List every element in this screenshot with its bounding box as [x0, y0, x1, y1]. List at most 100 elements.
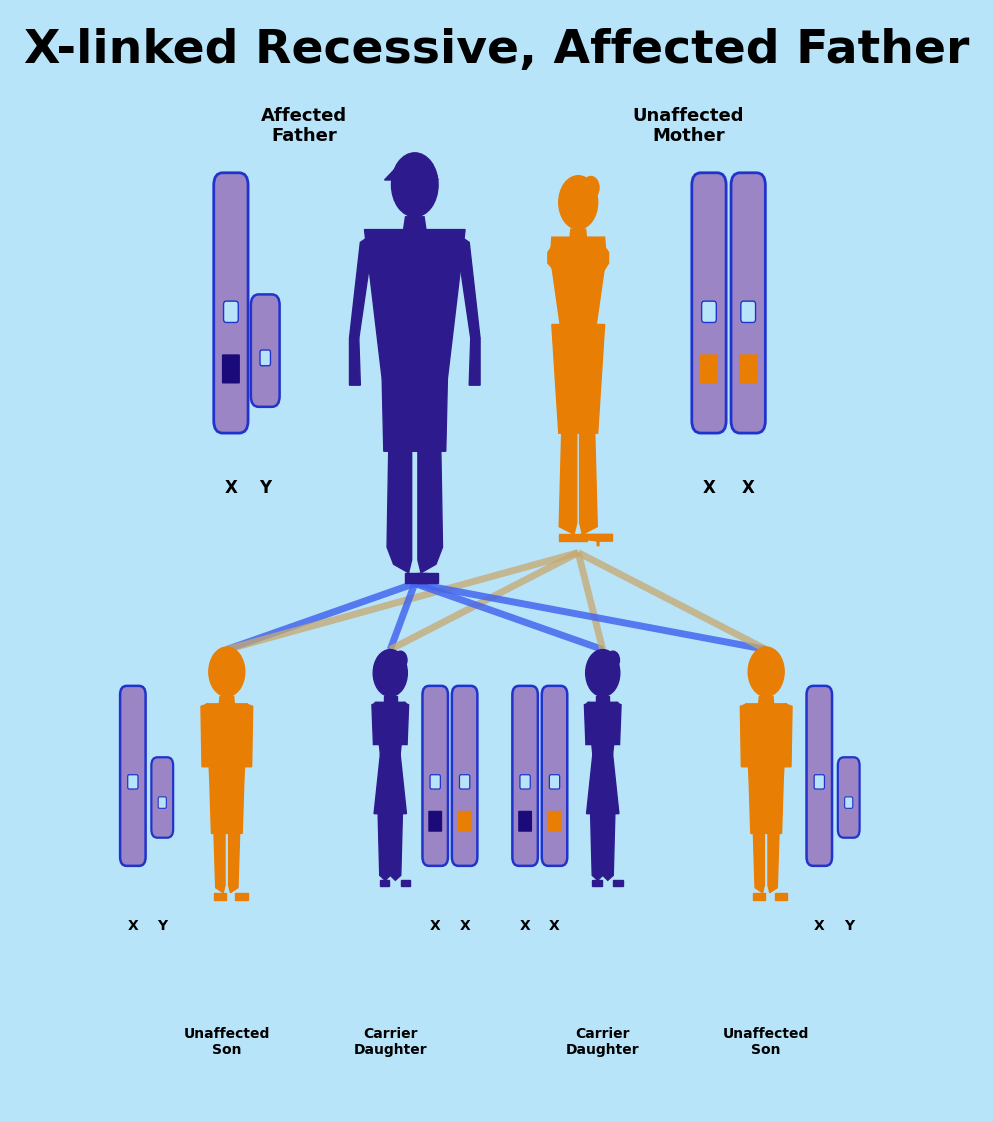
Polygon shape: [228, 834, 239, 893]
FancyBboxPatch shape: [542, 686, 567, 866]
Polygon shape: [214, 834, 225, 893]
Polygon shape: [374, 754, 406, 813]
Polygon shape: [379, 881, 389, 885]
FancyBboxPatch shape: [814, 774, 824, 789]
Text: Unaffected
Son: Unaffected Son: [723, 1027, 809, 1057]
FancyBboxPatch shape: [547, 811, 561, 831]
Text: X: X: [459, 919, 470, 932]
Text: X: X: [127, 919, 138, 932]
FancyBboxPatch shape: [458, 811, 472, 831]
Polygon shape: [614, 881, 623, 885]
Text: X: X: [742, 479, 755, 497]
FancyBboxPatch shape: [221, 355, 240, 384]
Polygon shape: [401, 702, 408, 745]
FancyBboxPatch shape: [692, 173, 726, 433]
Polygon shape: [614, 702, 621, 745]
FancyBboxPatch shape: [251, 294, 280, 407]
Polygon shape: [585, 702, 592, 745]
Text: Y: Y: [844, 919, 854, 932]
Polygon shape: [382, 379, 448, 451]
FancyBboxPatch shape: [213, 173, 248, 433]
Polygon shape: [783, 703, 792, 766]
FancyBboxPatch shape: [120, 686, 146, 866]
Polygon shape: [375, 702, 405, 754]
FancyBboxPatch shape: [430, 774, 440, 789]
Polygon shape: [378, 813, 390, 881]
FancyBboxPatch shape: [702, 301, 716, 322]
Polygon shape: [201, 703, 210, 766]
Text: X: X: [224, 479, 237, 497]
Text: X: X: [519, 919, 530, 932]
Polygon shape: [244, 703, 252, 766]
FancyBboxPatch shape: [806, 686, 832, 866]
FancyBboxPatch shape: [739, 355, 758, 384]
FancyBboxPatch shape: [428, 811, 442, 831]
FancyBboxPatch shape: [158, 797, 167, 808]
Polygon shape: [592, 881, 602, 885]
Polygon shape: [350, 339, 360, 385]
Polygon shape: [213, 893, 226, 900]
Polygon shape: [754, 893, 766, 900]
Polygon shape: [603, 813, 615, 881]
Text: Carrier
Daughter: Carrier Daughter: [354, 1027, 427, 1057]
Polygon shape: [387, 451, 412, 572]
Circle shape: [748, 647, 784, 697]
Circle shape: [586, 650, 620, 697]
Text: X: X: [430, 919, 441, 932]
Polygon shape: [457, 238, 480, 339]
Circle shape: [373, 650, 407, 697]
Polygon shape: [580, 433, 597, 534]
Polygon shape: [559, 534, 588, 541]
Text: X: X: [814, 919, 824, 932]
Text: Y: Y: [157, 919, 168, 932]
Polygon shape: [405, 572, 427, 583]
FancyBboxPatch shape: [422, 686, 448, 866]
FancyBboxPatch shape: [460, 774, 470, 789]
Text: Unaffected
Mother: Unaffected Mother: [633, 107, 745, 146]
Polygon shape: [470, 339, 480, 385]
Polygon shape: [575, 241, 609, 316]
Text: Affected
Father: Affected Father: [261, 107, 348, 146]
Text: X: X: [702, 479, 715, 497]
Polygon shape: [749, 779, 783, 834]
Polygon shape: [364, 230, 465, 379]
Polygon shape: [417, 572, 438, 583]
Circle shape: [559, 176, 598, 229]
FancyBboxPatch shape: [549, 774, 560, 789]
FancyBboxPatch shape: [512, 686, 538, 866]
FancyBboxPatch shape: [520, 774, 530, 789]
Polygon shape: [219, 697, 234, 703]
Polygon shape: [210, 779, 244, 834]
Polygon shape: [775, 893, 787, 900]
Polygon shape: [591, 813, 603, 881]
Text: Unaffected
Son: Unaffected Son: [184, 1027, 270, 1057]
Circle shape: [394, 651, 407, 669]
FancyBboxPatch shape: [260, 350, 270, 366]
Polygon shape: [559, 433, 577, 534]
FancyBboxPatch shape: [151, 757, 173, 838]
Circle shape: [583, 176, 599, 199]
FancyBboxPatch shape: [518, 811, 532, 831]
Polygon shape: [550, 237, 606, 324]
Polygon shape: [746, 703, 786, 779]
Polygon shape: [384, 164, 438, 180]
Polygon shape: [588, 702, 618, 754]
Polygon shape: [372, 702, 379, 745]
Polygon shape: [403, 217, 426, 230]
Polygon shape: [741, 703, 749, 766]
Polygon shape: [581, 534, 613, 545]
Circle shape: [607, 651, 620, 669]
Polygon shape: [207, 703, 247, 779]
FancyBboxPatch shape: [700, 355, 718, 384]
FancyBboxPatch shape: [223, 301, 238, 322]
Polygon shape: [548, 241, 587, 310]
FancyBboxPatch shape: [452, 686, 478, 866]
Polygon shape: [754, 834, 765, 893]
FancyBboxPatch shape: [845, 797, 853, 808]
Polygon shape: [768, 834, 779, 893]
Polygon shape: [587, 754, 619, 813]
Polygon shape: [570, 229, 586, 237]
Polygon shape: [596, 697, 610, 702]
Polygon shape: [383, 697, 397, 702]
FancyBboxPatch shape: [128, 774, 138, 789]
